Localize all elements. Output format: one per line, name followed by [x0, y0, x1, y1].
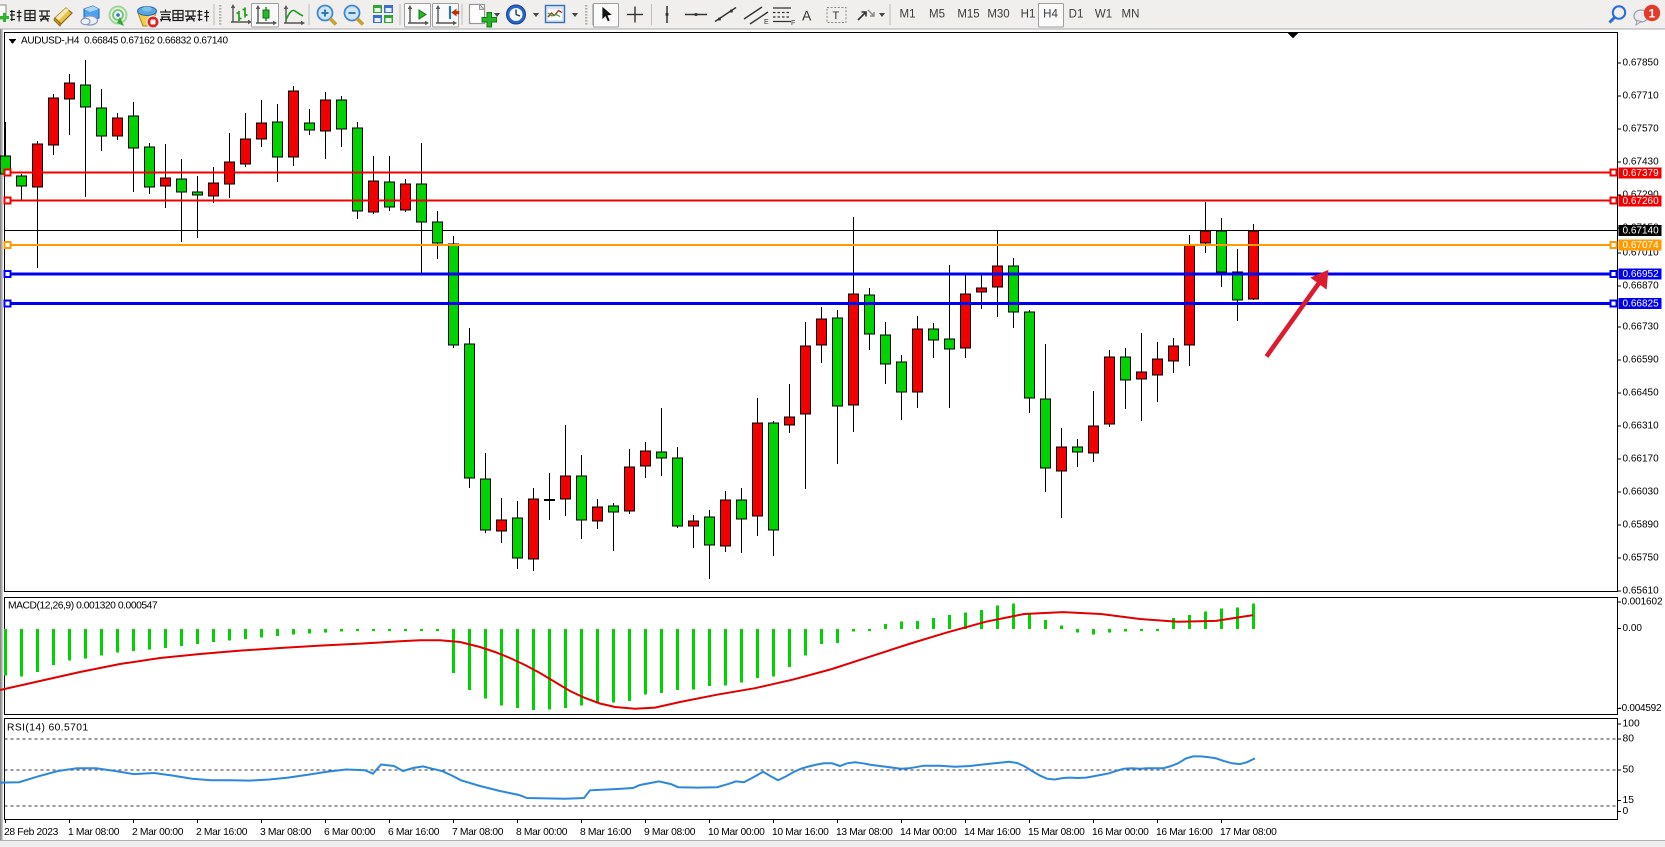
svg-text:10 Mar 16:00: 10 Mar 16:00: [772, 827, 829, 838]
svg-text:100: 100: [1623, 719, 1640, 730]
svg-text:0.00: 0.00: [1623, 623, 1643, 634]
svg-text:M15: M15: [957, 9, 979, 21]
svg-text:0.66450: 0.66450: [1623, 388, 1660, 399]
svg-text:15: 15: [1623, 795, 1635, 806]
svg-text:E: E: [764, 19, 769, 26]
svg-text:0.67260: 0.67260: [1623, 196, 1660, 207]
svg-text:0.66170: 0.66170: [1623, 454, 1660, 465]
svg-text:AUDUSD-,H4 0.66845 0.67162 0.: AUDUSD-,H4 0.66845 0.67162 0.66832 0.671…: [21, 36, 228, 47]
svg-text:10 Mar 00:00: 10 Mar 00:00: [708, 827, 765, 838]
svg-text:0.66030: 0.66030: [1623, 487, 1660, 498]
svg-text:D1: D1: [1069, 9, 1084, 21]
svg-text:H1: H1: [1021, 9, 1036, 21]
svg-text:0.67430: 0.67430: [1623, 157, 1660, 168]
svg-text:M30: M30: [987, 9, 1009, 21]
svg-text:0.67850: 0.67850: [1623, 58, 1660, 69]
svg-text:0.66730: 0.66730: [1623, 322, 1660, 333]
svg-text:7 Mar 08:00: 7 Mar 08:00: [452, 827, 504, 838]
svg-text:0.65750: 0.65750: [1623, 553, 1660, 564]
svg-text:F: F: [791, 20, 795, 27]
svg-text:3 Mar 08:00: 3 Mar 08:00: [260, 827, 312, 838]
svg-text:0.65610: 0.65610: [1623, 586, 1660, 597]
svg-text:14 Mar 00:00: 14 Mar 00:00: [900, 827, 957, 838]
svg-text:0.66952: 0.66952: [1623, 269, 1660, 280]
svg-text:80: 80: [1623, 734, 1635, 745]
svg-text:1: 1: [1649, 7, 1656, 21]
svg-text:0.67570: 0.67570: [1623, 124, 1660, 135]
svg-text:T: T: [833, 10, 840, 22]
svg-text:16 Mar 00:00: 16 Mar 00:00: [1092, 827, 1149, 838]
svg-text:MACD(12,26,9) 0.001320 0.00054: MACD(12,26,9) 0.001320 0.000547: [8, 601, 158, 612]
svg-text:0.66310: 0.66310: [1623, 421, 1660, 432]
svg-text:RSI(14) 60.5701: RSI(14) 60.5701: [7, 723, 89, 734]
svg-text:A: A: [802, 8, 812, 24]
svg-text:9 Mar 08:00: 9 Mar 08:00: [644, 827, 696, 838]
svg-text:28 Feb 2023: 28 Feb 2023: [4, 827, 59, 838]
svg-text:0.66825: 0.66825: [1623, 298, 1660, 309]
svg-text:14 Mar 16:00: 14 Mar 16:00: [964, 827, 1021, 838]
svg-text:0.67290: 0.67290: [1623, 190, 1660, 201]
svg-text:0.001602: 0.001602: [1622, 597, 1663, 608]
svg-text:8 Mar 16:00: 8 Mar 16:00: [580, 827, 632, 838]
svg-text:H4: H4: [1043, 9, 1058, 21]
svg-text:2 Mar 16:00: 2 Mar 16:00: [196, 827, 248, 838]
svg-text:0.66590: 0.66590: [1623, 355, 1660, 366]
svg-text:0: 0: [1623, 806, 1629, 817]
svg-text:8 Mar 00:00: 8 Mar 00:00: [516, 827, 568, 838]
svg-text:M1: M1: [900, 9, 916, 21]
svg-text:M5: M5: [929, 9, 945, 21]
svg-text:17 Mar 08:00: 17 Mar 08:00: [1220, 827, 1277, 838]
svg-text:-0.004592: -0.004592: [1619, 703, 1662, 714]
svg-text:13 Mar 08:00: 13 Mar 08:00: [836, 827, 893, 838]
svg-text:W1: W1: [1095, 9, 1112, 21]
svg-text:1 Mar 08:00: 1 Mar 08:00: [68, 827, 120, 838]
svg-text:0.65890: 0.65890: [1623, 520, 1660, 531]
svg-text:6 Mar 16:00: 6 Mar 16:00: [388, 827, 440, 838]
svg-text:0.67074: 0.67074: [1623, 240, 1660, 251]
svg-text:MN: MN: [1122, 9, 1140, 21]
svg-text:0.66870: 0.66870: [1623, 281, 1660, 292]
svg-text:2 Mar 00:00: 2 Mar 00:00: [132, 827, 184, 838]
svg-text:0.67710: 0.67710: [1623, 91, 1660, 102]
svg-text:15 Mar 08:00: 15 Mar 08:00: [1028, 827, 1085, 838]
svg-text:0.67140: 0.67140: [1623, 225, 1660, 236]
svg-text:50: 50: [1623, 765, 1635, 776]
svg-text:16 Mar 16:00: 16 Mar 16:00: [1156, 827, 1213, 838]
svg-text:0.67010: 0.67010: [1623, 248, 1660, 259]
svg-text:6 Mar 00:00: 6 Mar 00:00: [324, 827, 376, 838]
svg-text:0.67379: 0.67379: [1623, 168, 1660, 179]
